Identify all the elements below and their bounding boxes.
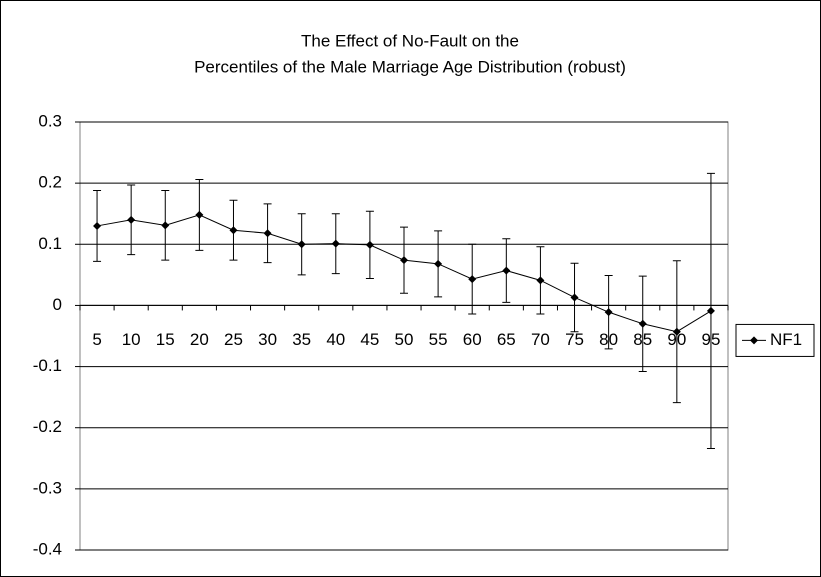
x-tick-label: 5 bbox=[92, 330, 101, 349]
x-tick-label: 70 bbox=[531, 330, 550, 349]
data-point bbox=[400, 256, 408, 265]
x-tick-label: 25 bbox=[224, 330, 243, 349]
y-tick-label: -0.2 bbox=[33, 417, 62, 436]
x-tick-label: 10 bbox=[122, 330, 141, 349]
data-point bbox=[570, 293, 579, 302]
x-tick-label: 15 bbox=[156, 330, 175, 349]
x-tick-label: 65 bbox=[497, 330, 516, 349]
x-tick-label: 20 bbox=[190, 330, 209, 349]
data-point bbox=[706, 306, 715, 315]
x-tick-label: 35 bbox=[292, 330, 311, 349]
x-tick-label: 45 bbox=[360, 330, 379, 349]
data-point bbox=[604, 308, 613, 317]
data-point bbox=[638, 319, 647, 328]
data-point bbox=[672, 327, 681, 336]
data-point bbox=[127, 215, 136, 224]
data-point bbox=[502, 266, 511, 275]
x-tick-label: 50 bbox=[395, 330, 414, 349]
data-point bbox=[297, 240, 306, 249]
data-point bbox=[161, 221, 170, 230]
y-tick-label: 0 bbox=[53, 295, 62, 314]
y-tick-label: 0.3 bbox=[38, 111, 62, 130]
data-point bbox=[229, 226, 238, 235]
data-point bbox=[263, 229, 272, 238]
y-tick-label: 0.1 bbox=[38, 234, 62, 253]
y-tick-label: -0.1 bbox=[33, 356, 62, 375]
x-tick-label: 60 bbox=[463, 330, 482, 349]
legend-label: NF1 bbox=[770, 330, 802, 349]
x-tick-label: 55 bbox=[429, 330, 448, 349]
y-tick-label: -0.3 bbox=[33, 478, 62, 497]
y-tick-label: -0.4 bbox=[33, 539, 62, 558]
x-tick-label: 75 bbox=[565, 330, 584, 349]
legend-marker bbox=[750, 336, 758, 345]
data-point bbox=[434, 259, 443, 268]
chart-title: Percentiles of the Male Marriage Age Dis… bbox=[194, 57, 626, 76]
data-point bbox=[331, 239, 340, 248]
y-tick-label: 0.2 bbox=[38, 173, 62, 192]
x-tick-label: 40 bbox=[326, 330, 345, 349]
data-point bbox=[468, 275, 477, 284]
data-point bbox=[536, 276, 545, 285]
chart-title: The Effect of No-Fault on the bbox=[301, 31, 519, 50]
x-tick-label: 30 bbox=[258, 330, 277, 349]
plot-area bbox=[79, 121, 729, 551]
data-point bbox=[365, 240, 374, 249]
data-point bbox=[93, 221, 102, 230]
data-point bbox=[195, 210, 204, 219]
